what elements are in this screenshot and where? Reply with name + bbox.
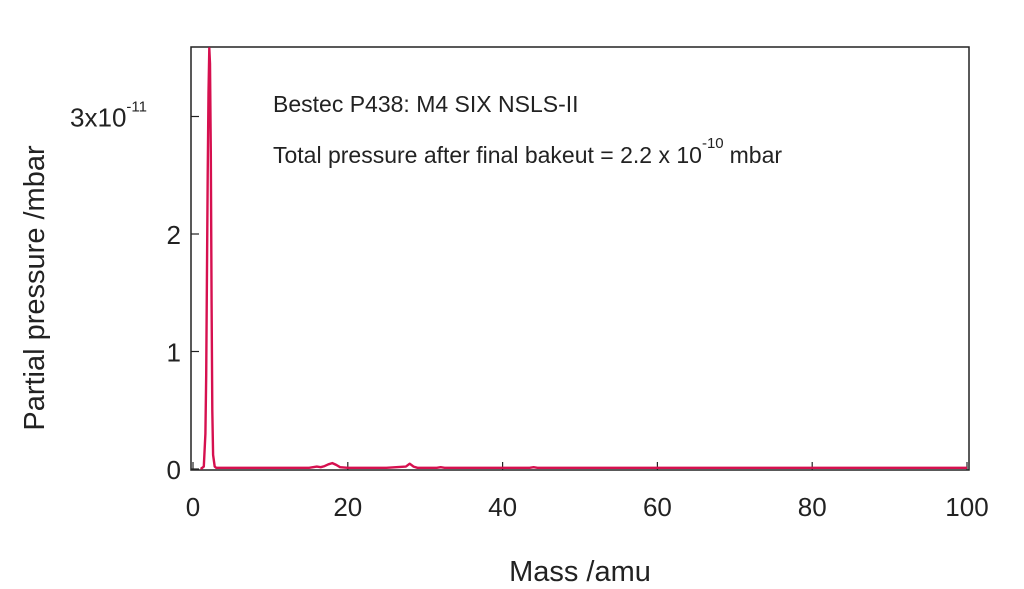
y-tick-label-base: 3x10 bbox=[70, 103, 126, 133]
y-tick-label: 2 bbox=[167, 220, 181, 250]
annotation-line-2-exponent: -10 bbox=[702, 135, 724, 152]
y-tick-label: 3x10-11 bbox=[70, 99, 147, 133]
x-tick-label: 60 bbox=[643, 492, 672, 522]
annotation-line-2: Total pressure after final bakeut = 2.2 … bbox=[273, 135, 782, 168]
x-tick-label: 20 bbox=[333, 492, 362, 522]
series-line bbox=[199, 47, 967, 470]
y-axis-ticks: 0 1 2 3x10-11 bbox=[70, 99, 199, 485]
x-tick-label: 0 bbox=[186, 492, 200, 522]
annotation-line-2-prefix: Total pressure after final bakeut = 2.2 … bbox=[273, 142, 702, 168]
y-tick-label: 0 bbox=[167, 455, 181, 485]
x-axis-title: Mass /amu bbox=[509, 556, 651, 588]
x-tick-label: 80 bbox=[798, 492, 827, 522]
annotation-line-2-suffix: mbar bbox=[730, 142, 783, 168]
annotation-line-1: Bestec P438: M4 SIX NSLS-II bbox=[273, 91, 579, 117]
plot-area-frame bbox=[190, 46, 970, 471]
y-tick-label: 1 bbox=[167, 338, 181, 368]
x-axis-ticks: 0 20 40 60 80 100 bbox=[186, 462, 989, 522]
x-tick-label: 100 bbox=[945, 492, 988, 522]
y-tick-label-exponent: -11 bbox=[126, 99, 147, 116]
y-axis-title: Partial pressure /mbar bbox=[19, 145, 51, 431]
x-tick-label: 40 bbox=[488, 492, 517, 522]
